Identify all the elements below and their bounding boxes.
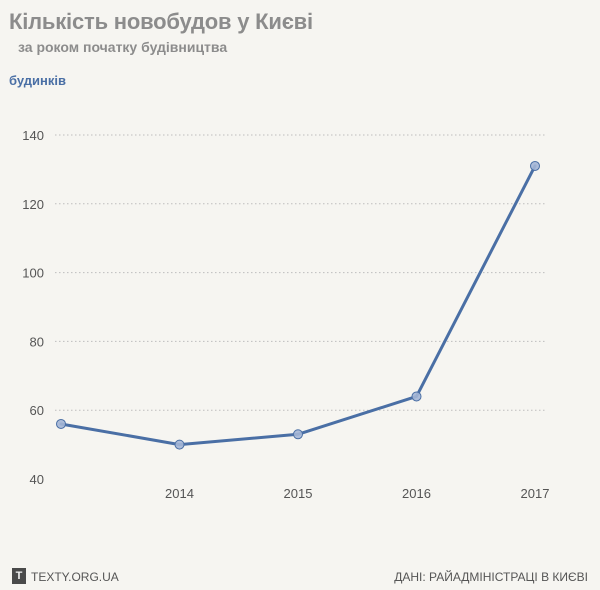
series-line bbox=[59, 164, 537, 447]
y-tick-label: 40 bbox=[30, 472, 44, 487]
data-point[interactable] bbox=[411, 391, 422, 402]
data-point[interactable] bbox=[56, 418, 66, 429]
y-axis-unit-label: будинків bbox=[9, 73, 66, 88]
data-point[interactable] bbox=[174, 439, 185, 450]
x-tick-label: 2014 bbox=[165, 486, 194, 501]
y-tick-label: 80 bbox=[30, 334, 44, 349]
data-point[interactable] bbox=[293, 429, 303, 440]
y-tick-label: 140 bbox=[22, 128, 44, 143]
data-source: ДАНІ: РАЙАДМІНІСТРАЦІ В КИЄВІ bbox=[394, 570, 588, 584]
series-layer bbox=[59, 164, 537, 447]
chart-title: Кількість новобудов у Києві bbox=[9, 9, 313, 34]
data-point[interactable] bbox=[530, 160, 540, 171]
y-tick-label: 120 bbox=[22, 197, 44, 212]
chart-subtitle: за роком початку будівництва bbox=[18, 39, 228, 55]
x-tick-labels: 2014 2015 2016 2017 bbox=[165, 486, 549, 501]
site-credit[interactable]: TEXTY.ORG.UA bbox=[31, 570, 119, 584]
x-tick-label: 2015 bbox=[284, 486, 313, 501]
data-markers bbox=[56, 160, 540, 450]
y-tick-label: 100 bbox=[22, 266, 44, 281]
y-tick-label: 60 bbox=[30, 403, 44, 418]
x-tick-label: 2016 bbox=[402, 486, 431, 501]
y-tick-labels: 40 60 80 100 120 140 bbox=[22, 128, 44, 487]
gridlines bbox=[55, 134, 545, 411]
texty-logo: T bbox=[12, 568, 26, 584]
line-chart: 40 60 80 100 120 140 2014 2015 2016 2017 bbox=[22, 128, 549, 501]
x-tick-label: 2017 bbox=[521, 486, 550, 501]
